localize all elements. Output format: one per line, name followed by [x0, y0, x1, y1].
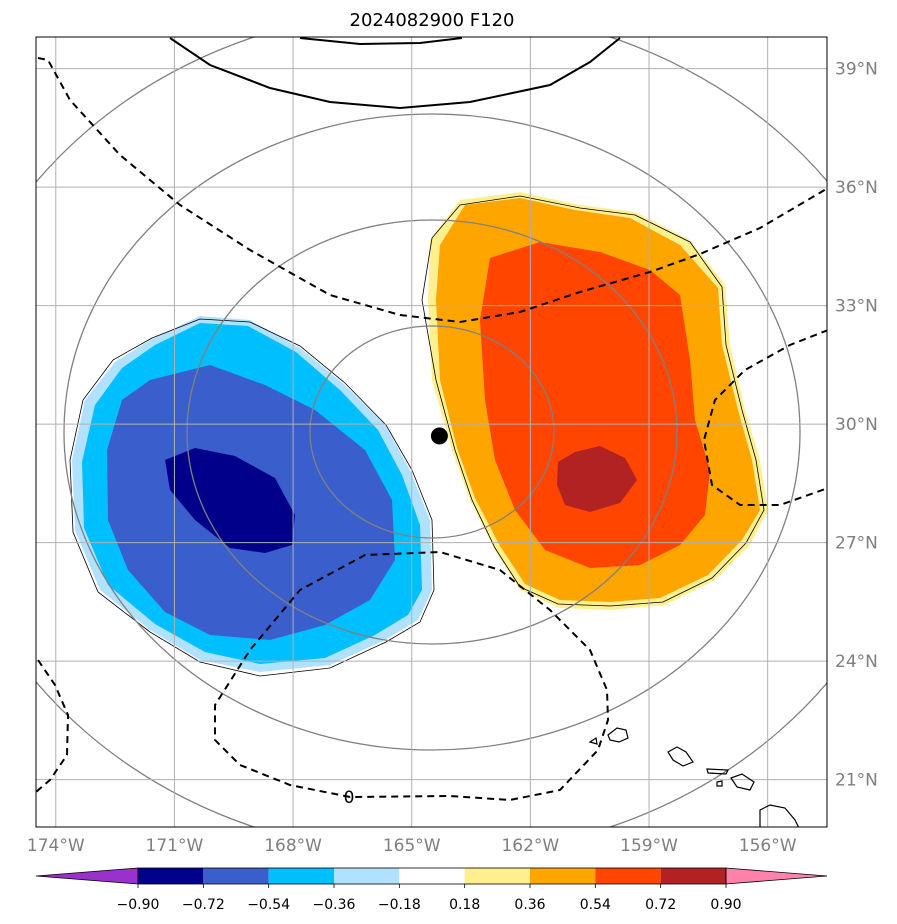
lon-tick-label: 165°W [383, 836, 441, 856]
lat-tick-label: 36°N [835, 178, 878, 198]
colorbar: −0.90 −0.72 −0.54 −0.36 −0.18 0.18 0.36 0.54 0.7… [35, 867, 828, 913]
solid-contour-north-top [299, 37, 463, 46]
longitude-labels: 174°W 171°W 168°W 165°W 162°W 159°W 156°W [27, 836, 797, 856]
colorbar-tick-label: 0.18 [449, 897, 480, 913]
lon-tick-label: 174°W [27, 836, 85, 856]
island-kauai [607, 727, 629, 743]
colorbar-extend-high [725, 867, 828, 885]
lat-tick-label: 21°N [835, 771, 878, 791]
island-molokai [706, 768, 729, 775]
colorbar-segment [138, 868, 204, 884]
colorbar-segment [399, 868, 465, 884]
colorbar-segment [464, 868, 530, 884]
dashed-contours [36, 57, 827, 802]
colorbar-segment [334, 868, 400, 884]
lat-tick-label: 24°N [835, 652, 878, 672]
colorbar-tick-label: −0.54 [247, 897, 290, 913]
island-niihau [588, 736, 598, 745]
colorbar-outline [137, 867, 727, 885]
colorbar-segment [660, 868, 726, 884]
coastline-hawaii [588, 727, 800, 827]
contour-line-neg [69, 318, 435, 677]
range-ring-1 [309, 325, 555, 539]
range-rings [36, 37, 827, 827]
solid-contour-north [169, 37, 621, 110]
zero-contour-southwest [36, 659, 70, 793]
lat-tick-label: 27°N [835, 534, 878, 554]
colorbar-tick-label: −0.18 [378, 897, 421, 913]
colorbar-extend-low [35, 867, 139, 885]
latitude-labels: 39°N 36°N 33°N 30°N 27°N 24°N 21°N [835, 60, 878, 791]
colorbar-tick-label: −0.90 [117, 897, 160, 913]
lon-tick-label: 162°W [501, 836, 559, 856]
range-ring-2 [186, 219, 678, 645]
colorbar-tick-label: −0.72 [182, 897, 225, 913]
chart-title: 2024082900 F120 [350, 10, 515, 31]
island-oahu [667, 746, 694, 767]
contour-fill-pos-072 [557, 446, 637, 512]
colorbar-tick-label: 0.90 [710, 897, 741, 913]
colorbar-tick-label: −0.36 [313, 897, 356, 913]
contour-label-zero: 0 [344, 788, 355, 808]
island-lanai [716, 780, 723, 787]
colorbar-tick-label: 0.54 [580, 897, 611, 913]
lon-tick-label: 168°W [264, 836, 322, 856]
colorbar-segment [268, 868, 334, 884]
lon-tick-label: 171°W [146, 836, 204, 856]
contour-fill-pos-054 [480, 242, 710, 568]
colorbar-tick-label: 0.36 [514, 897, 545, 913]
center-marker [430, 427, 448, 445]
lat-tick-label: 33°N [835, 297, 878, 317]
map-frame [35, 36, 828, 828]
colorbar-segment [203, 868, 269, 884]
colorbar-tick-label: 0.72 [645, 897, 676, 913]
gridlines [36, 37, 827, 827]
range-ring-3 [63, 113, 801, 751]
map-area: 0 [36, 37, 827, 827]
lon-tick-label: 159°W [620, 836, 678, 856]
island-maui [730, 773, 755, 791]
lon-tick-label: 156°W [739, 836, 797, 856]
colorbar-segment [530, 868, 596, 884]
contour-fill-neg-072 [165, 448, 295, 553]
zero-contour-west [37, 57, 827, 324]
negative-anomaly-field [69, 316, 435, 677]
colorbar-segment [595, 868, 661, 884]
zero-contour-south [214, 550, 610, 802]
lat-tick-label: 30°N [835, 415, 878, 435]
positive-anomaly-field [421, 192, 768, 610]
lat-tick-label: 39°N [835, 60, 878, 80]
island-hawaii [759, 804, 800, 827]
